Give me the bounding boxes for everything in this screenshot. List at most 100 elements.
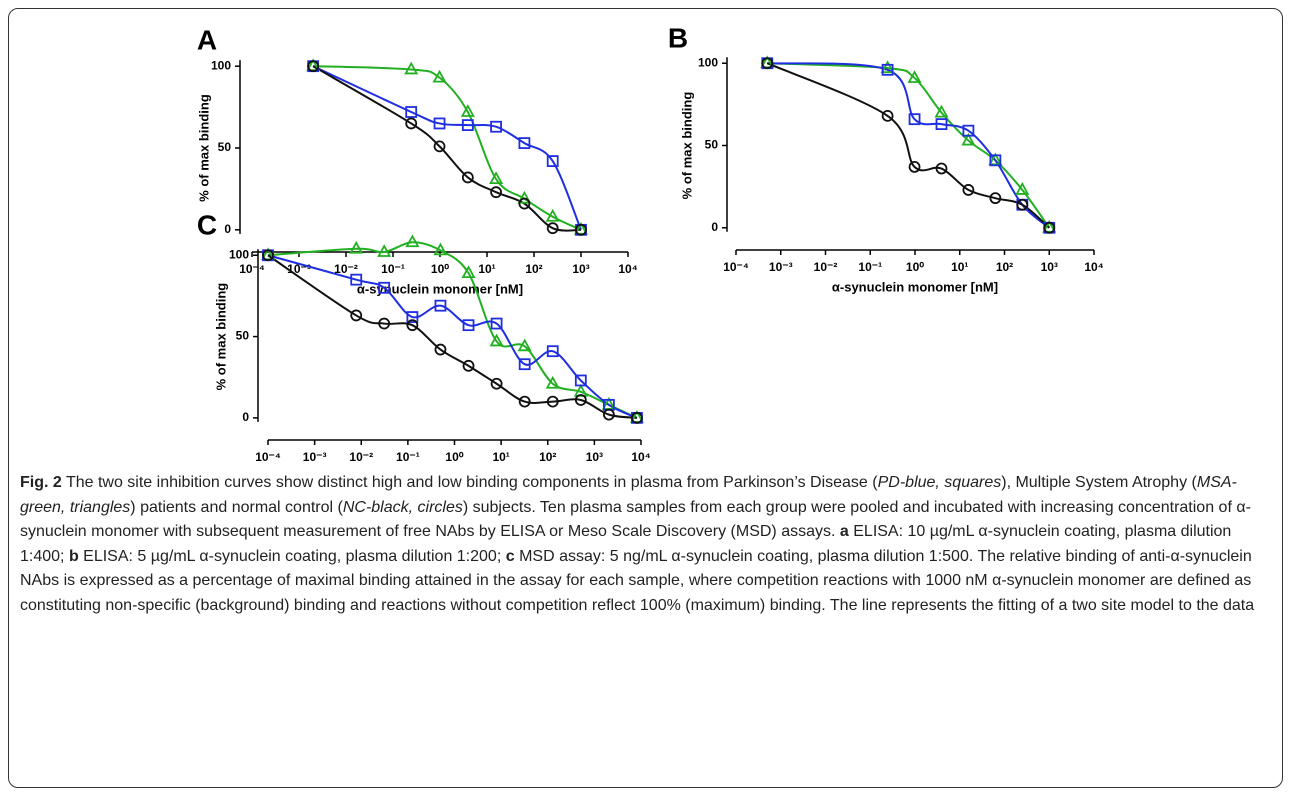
- caption-run: a: [839, 523, 849, 541]
- square-marker: [989, 154, 1002, 167]
- triangle-marker: [573, 221, 589, 235]
- triangle-marker: [934, 104, 949, 118]
- circle-marker: [406, 319, 419, 332]
- caption-run: Fig. 2: [20, 474, 62, 491]
- x-tick-label: 10²: [525, 262, 542, 276]
- circle-marker: [461, 171, 474, 184]
- square-marker: [962, 124, 975, 137]
- circle-marker: [462, 359, 475, 372]
- square-marker: [406, 311, 419, 323]
- y-tick-label: 100: [698, 55, 718, 69]
- fit-line: [766, 62, 1050, 229]
- x-tick-label: 10⁻³: [769, 260, 793, 274]
- triangle-marker: [1015, 182, 1030, 195]
- x-tick-label: 10³: [586, 450, 603, 464]
- y-tick-label: 0: [224, 222, 231, 236]
- x-tick-label: 10⁻¹: [858, 260, 882, 274]
- y-tick-label: 0: [242, 410, 249, 424]
- triangle-marker: [760, 55, 775, 69]
- circle-marker: [631, 411, 643, 424]
- x-tick-label: 10⁻²: [814, 260, 838, 274]
- triangle-marker: [629, 410, 644, 423]
- triangle-marker: [880, 60, 895, 74]
- fit-line: [267, 254, 638, 419]
- square-marker: [574, 374, 587, 387]
- triangle-marker: [517, 190, 532, 204]
- x-tick-label: 10¹: [492, 450, 509, 464]
- circle-marker: [546, 222, 559, 235]
- square-marker: [518, 358, 531, 371]
- circle-marker: [1043, 221, 1056, 234]
- y-tick-label: 100: [229, 247, 249, 261]
- square-marker: [546, 345, 559, 358]
- circle-marker: [989, 192, 1002, 205]
- triangle-marker: [433, 242, 448, 256]
- square-marker: [908, 113, 921, 126]
- square-marker: [434, 299, 447, 312]
- panel-label: B: [668, 22, 688, 53]
- y-axis-label: % of max binding: [213, 283, 228, 391]
- caption-run: ) subjects. Ten plasma samples from each…: [20, 498, 1251, 541]
- triangle-marker: [461, 265, 476, 279]
- x-tick-label: 10⁻³: [303, 450, 327, 464]
- y-tick-label: 50: [705, 138, 719, 152]
- circle-marker: [490, 377, 503, 390]
- x-tick-label: 10⁻¹: [381, 262, 405, 276]
- square-marker: [405, 106, 418, 118]
- x-tick-label: 10⁰: [431, 262, 449, 276]
- x-tick-label: 10³: [572, 262, 589, 276]
- fit-line: [313, 65, 582, 231]
- x-tick-label: 10²: [539, 450, 556, 464]
- circle-marker: [881, 109, 894, 122]
- caption: Fig. 2 The two site inhibition curves sh…: [20, 471, 1275, 619]
- panel-label: A: [197, 24, 217, 55]
- circle-marker: [434, 343, 447, 356]
- fit-line: [267, 241, 638, 419]
- circle-marker: [761, 57, 774, 70]
- fit-line: [312, 65, 582, 232]
- x-tick-label: 10⁻⁴: [723, 260, 749, 274]
- triangle-marker: [961, 132, 976, 146]
- fit-line: [767, 62, 1050, 229]
- fit-line: [767, 62, 1051, 229]
- triangle-marker: [988, 152, 1003, 166]
- square-marker: [518, 137, 531, 149]
- caption-run: NC-black, circles: [342, 498, 463, 516]
- caption-run: PD-blue, squares: [877, 474, 1002, 491]
- circle-marker: [490, 186, 502, 199]
- square-marker: [433, 117, 446, 130]
- caption-run: ) patients and normal control (: [130, 498, 343, 516]
- square-marker: [881, 63, 894, 76]
- square-marker: [350, 273, 363, 286]
- x-axis-label: α-synuclein monomer [nM]: [832, 279, 998, 294]
- caption-run: MSD assay: 5 ng/mL α-synuclein coating, …: [20, 547, 1255, 614]
- triangle-marker: [489, 171, 504, 184]
- triangle-marker: [404, 61, 419, 75]
- circle-marker: [1016, 198, 1029, 211]
- caption-run: b: [68, 547, 79, 565]
- circle-marker: [405, 117, 418, 130]
- y-tick-label: 50: [218, 140, 232, 154]
- circle-marker: [262, 249, 274, 262]
- x-axis-label: α-synuclein monomer [nM]: [371, 469, 537, 470]
- circle-marker: [575, 223, 587, 236]
- x-tick-label: 10⁻⁴: [255, 450, 281, 464]
- square-marker: [490, 317, 503, 330]
- y-axis-label: % of max binding: [196, 94, 211, 202]
- circle-marker: [433, 140, 446, 153]
- x-tick-label: 10⁴: [631, 450, 650, 464]
- x-tick-label: 10⁻¹: [396, 450, 420, 464]
- figure-frame: [8, 8, 1283, 788]
- circle-marker: [307, 60, 320, 73]
- x-tick-label: 10¹: [951, 260, 968, 274]
- triangle-marker: [306, 58, 321, 72]
- y-tick-label: 100: [211, 58, 231, 72]
- circle-marker: [574, 394, 587, 406]
- circle-marker: [935, 162, 948, 175]
- x-tick-label: 10⁰: [445, 450, 463, 464]
- circle-marker: [378, 317, 391, 330]
- x-axis-label: α-synuclein monomer [nM]: [357, 281, 523, 296]
- triangle-marker: [907, 70, 922, 83]
- caption-run: ELISA: 10 µg/mL α-synuclein coating, pla…: [20, 523, 1232, 565]
